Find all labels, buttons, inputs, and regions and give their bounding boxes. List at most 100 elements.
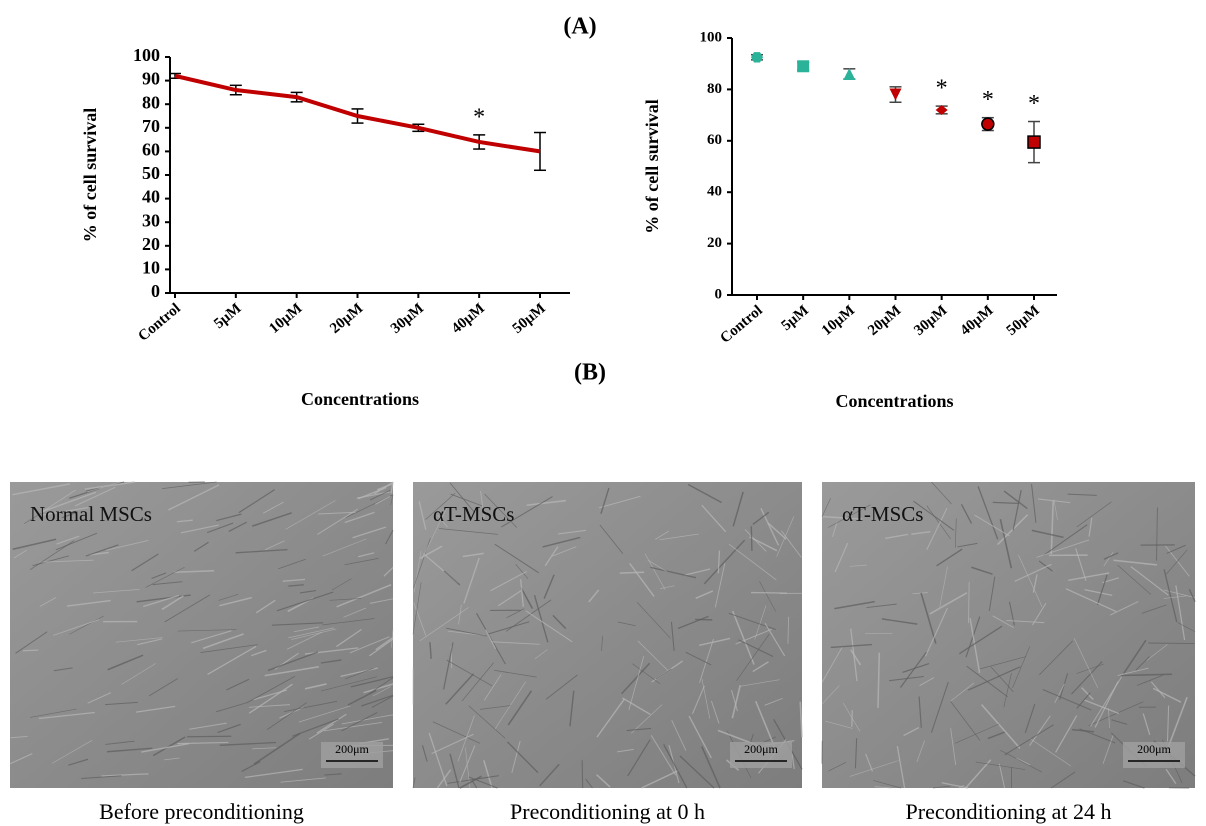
cell-fiber xyxy=(336,628,362,648)
cell-fiber xyxy=(177,629,237,632)
cell-fiber xyxy=(1004,724,1054,756)
x-tick-label: 40μM xyxy=(449,300,488,336)
cell-fiber xyxy=(821,498,831,518)
cell-fiber xyxy=(217,723,241,734)
cell-fiber xyxy=(1012,489,1022,531)
cell-fiber xyxy=(152,736,186,757)
cell-fiber xyxy=(148,678,179,697)
cell-fiber xyxy=(177,741,229,745)
cell-fiber xyxy=(621,662,651,695)
cell-fiber xyxy=(854,738,858,769)
cell-fiber xyxy=(644,553,666,590)
cell-fiber xyxy=(1166,544,1186,554)
cell-fiber xyxy=(1014,563,1052,582)
cell-fiber xyxy=(1003,490,1028,510)
cell-fiber xyxy=(1136,674,1164,686)
cell-fiber xyxy=(29,708,77,718)
cell-fiber xyxy=(276,591,334,612)
cell-fiber xyxy=(885,533,909,540)
cell-fiber xyxy=(219,741,277,747)
cell-fiber xyxy=(968,581,970,624)
cell-fiber xyxy=(926,507,948,550)
cell-fiber xyxy=(255,599,276,614)
image-label: αT-MSCs xyxy=(842,502,923,526)
cell-fiber xyxy=(950,700,981,741)
x-tick-label: 40μM xyxy=(957,302,996,338)
cell-fiber xyxy=(1029,738,1072,767)
cell-fiber xyxy=(1150,681,1166,699)
cell-fiber xyxy=(1003,672,1012,708)
significance: * xyxy=(982,87,994,113)
cell-fiber xyxy=(485,629,497,650)
cell-fiber xyxy=(372,686,391,697)
x-tick-label: 50μM xyxy=(1004,302,1043,338)
y-tick-label: 100 xyxy=(700,29,723,45)
texture xyxy=(412,482,803,789)
image-caption: Preconditioning at 24 h xyxy=(906,799,1112,824)
y-tick-label: 10 xyxy=(142,258,160,278)
cell-fiber xyxy=(728,612,777,631)
marker xyxy=(751,52,763,63)
scale-label: 200μm xyxy=(335,742,369,756)
cell-fiber xyxy=(262,501,284,514)
cell-fiber xyxy=(996,514,1029,546)
cell-fiber xyxy=(42,491,97,513)
cell-fiber xyxy=(626,727,652,732)
cell-fiber xyxy=(1067,493,1097,496)
cell-fiber xyxy=(288,584,304,587)
cell-fiber xyxy=(507,690,533,726)
cell-fiber xyxy=(341,714,394,725)
cell-fiber xyxy=(744,529,767,552)
cell-fiber xyxy=(760,508,780,546)
cell-fiber xyxy=(1050,771,1076,789)
cell-fiber xyxy=(731,610,755,665)
cell-fiber xyxy=(429,642,432,659)
cell-fiber xyxy=(461,662,494,702)
cell-fiber xyxy=(701,746,721,789)
cell-fiber xyxy=(701,504,727,533)
cell-fiber xyxy=(902,662,930,673)
cell-fiber xyxy=(191,630,232,644)
cell-fiber xyxy=(912,592,928,595)
cell-fiber xyxy=(288,627,334,639)
cell-fiber xyxy=(1031,484,1037,523)
cell-fiber xyxy=(699,637,731,646)
cell-fiber xyxy=(412,777,416,789)
cell-fiber xyxy=(866,603,897,609)
cell-fiber xyxy=(428,732,448,787)
cell-fiber xyxy=(447,775,499,784)
cell-fiber xyxy=(1038,560,1053,572)
cell-fiber xyxy=(1068,572,1110,581)
cell-fiber xyxy=(412,582,422,635)
cell-fiber xyxy=(881,618,918,625)
cell-fiber xyxy=(318,511,356,515)
cell-fiber xyxy=(1072,728,1095,733)
cell-fiber xyxy=(728,543,777,581)
cell-fiber xyxy=(419,607,469,642)
cell-fiber xyxy=(1059,673,1069,700)
cell-fiber xyxy=(308,723,334,740)
marker xyxy=(889,88,902,101)
cell-fiber xyxy=(87,481,121,493)
cell-fiber xyxy=(1037,498,1071,504)
cell-fiber xyxy=(89,551,109,556)
cell-fiber xyxy=(162,481,217,490)
cell-fiber xyxy=(350,676,394,688)
cell-fiber xyxy=(1076,692,1091,709)
cell-fiber xyxy=(980,656,1027,670)
cell-fiber xyxy=(361,694,394,707)
cell-fiber xyxy=(265,540,285,551)
cell-fiber xyxy=(539,763,560,787)
cell-fiber xyxy=(168,484,220,511)
cell-fiber xyxy=(799,701,803,738)
cell-fiber xyxy=(374,481,394,495)
cell-fiber xyxy=(200,644,258,653)
cell-fiber xyxy=(39,559,94,563)
cell-fiber xyxy=(285,500,336,530)
cell-fiber xyxy=(66,599,111,607)
cell-fiber xyxy=(282,578,306,582)
cell-fiber xyxy=(981,704,1021,749)
cell-fiber xyxy=(490,570,527,592)
cell-fiber xyxy=(1103,552,1119,560)
cell-fiber xyxy=(443,642,454,690)
